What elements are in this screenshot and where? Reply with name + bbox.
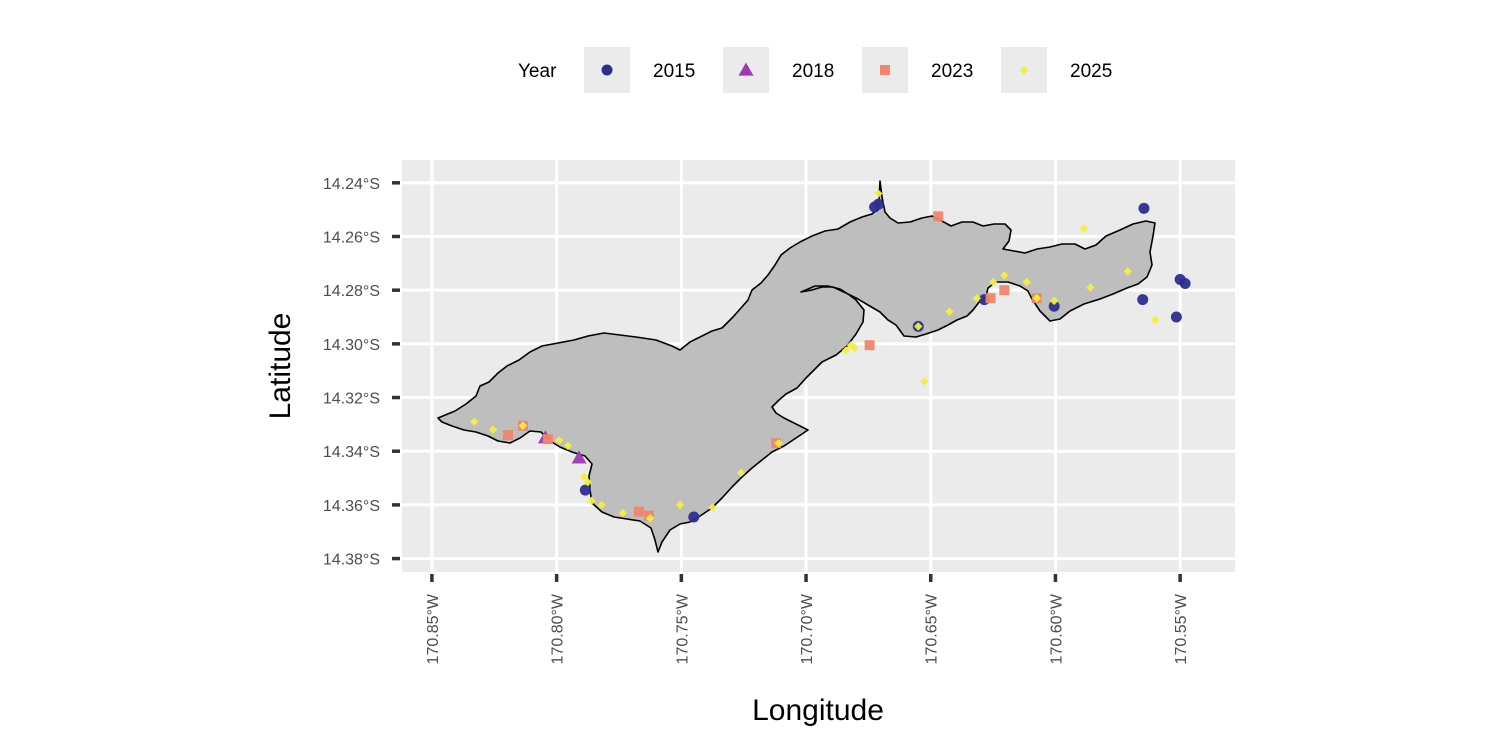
point-2025	[597, 500, 606, 510]
x-tick-label: 170.70°W	[799, 593, 816, 664]
point-2025	[841, 346, 851, 355]
point-2015	[1048, 300, 1060, 312]
x-tick-label: 170.75°W	[674, 593, 691, 664]
y-tick-label: 14.28°S	[323, 283, 380, 300]
legend: Year 2015 2018 2023 2025	[518, 47, 1112, 93]
point-2025	[874, 189, 883, 198]
y-tick-label: 14.24°S	[323, 176, 380, 193]
point-2025	[587, 496, 596, 506]
x-tick-label: 170.85°W	[425, 593, 442, 664]
point-2023	[864, 340, 875, 351]
point-2025	[488, 425, 498, 434]
legend-symbol-2023	[880, 65, 890, 75]
point-2015	[1170, 311, 1182, 323]
point-2015	[1138, 202, 1150, 214]
point-2025	[618, 508, 627, 518]
point-2023	[633, 506, 644, 517]
legend-title: Year	[518, 61, 557, 82]
x-tick-label: 170.80°W	[550, 593, 567, 664]
x-axis-title: Longitude	[752, 694, 884, 727]
point-2025	[675, 500, 685, 510]
point-2023	[933, 211, 944, 222]
x-tick-label: 170.65°W	[924, 593, 941, 664]
point-2023	[502, 430, 513, 441]
point-2025	[1022, 277, 1031, 287]
point-2025	[579, 472, 589, 481]
y-tick-label: 14.26°S	[323, 229, 380, 246]
x-tick-label: 170.60°W	[1048, 593, 1065, 664]
point-2025	[583, 477, 593, 487]
y-tick-label: 14.32°S	[323, 391, 380, 408]
point-2025	[708, 503, 717, 512]
point-2015	[688, 511, 700, 523]
point-2025	[736, 468, 746, 477]
point-2025	[945, 307, 954, 316]
y-tick-label: 14.38°S	[323, 552, 380, 569]
point-2025	[920, 377, 929, 386]
point-2015	[1179, 277, 1191, 289]
point-2025	[1123, 267, 1132, 276]
legend-symbol-2025	[1019, 65, 1029, 75]
point-2025	[1150, 315, 1160, 324]
point-2025	[470, 417, 479, 426]
x-tick-label: 170.55°W	[1173, 593, 1190, 664]
point-2015	[579, 484, 591, 496]
point-2023	[999, 285, 1010, 296]
point-2025	[850, 343, 859, 353]
point-2023	[985, 293, 996, 304]
point-2025	[1000, 271, 1009, 280]
legend-symbol-2015	[601, 64, 613, 76]
y-axis-title: Latitude	[264, 313, 297, 420]
point-2015	[872, 198, 884, 210]
point-2018	[571, 450, 587, 464]
legend-symbol-2018	[738, 62, 754, 76]
point-2025	[972, 294, 982, 303]
legend-label-2025: 2025	[1070, 61, 1112, 82]
point-2015	[1137, 294, 1149, 306]
point-2025	[518, 421, 528, 430]
point-2025	[988, 277, 998, 287]
point-2025	[1032, 294, 1041, 303]
point-2025	[774, 438, 783, 448]
point-2025	[1079, 224, 1089, 233]
point-2023	[542, 434, 553, 445]
y-tick-label: 14.34°S	[323, 444, 380, 461]
legend-label-2018: 2018	[792, 61, 834, 82]
point-2025	[1086, 283, 1095, 292]
point-2025	[563, 441, 573, 451]
legend-label-2015: 2015	[653, 61, 695, 82]
legend-label-2023: 2023	[931, 61, 973, 82]
point-2025	[1049, 296, 1059, 306]
y-tick-label: 14.30°S	[323, 337, 380, 354]
y-tick-label: 14.36°S	[323, 498, 380, 515]
point-2025	[554, 436, 564, 445]
point-2025	[645, 514, 655, 523]
point-2025	[914, 322, 923, 331]
